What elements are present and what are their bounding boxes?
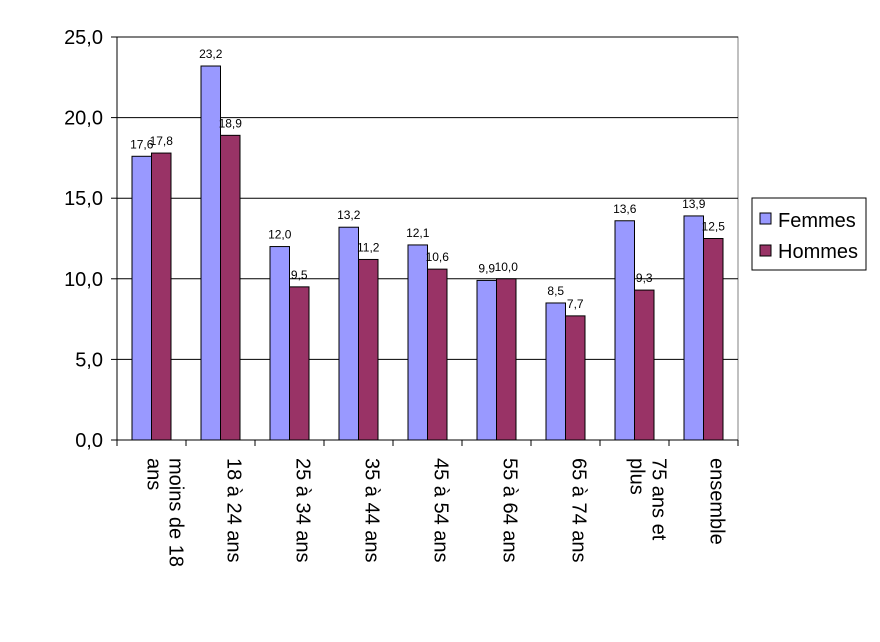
bar-femmes [131, 155, 152, 441]
legend-frame [751, 197, 867, 271]
bar-hommes [151, 152, 172, 441]
data-label-hommes: 18,9 [219, 116, 243, 130]
data-label-femmes: 13,9 [682, 197, 706, 211]
bar-hommes [634, 289, 655, 441]
bar-hommes [427, 268, 448, 441]
x-category-label: plus [626, 458, 648, 495]
x-category-label: ans [143, 458, 165, 490]
bar-hommes [220, 134, 241, 441]
legend-label-hommes: Hommes [778, 241, 858, 263]
data-label-femmes: 17,6 [130, 137, 154, 151]
bar-femmes [269, 246, 290, 441]
bar-hommes [496, 278, 517, 441]
data-label-hommes: 12,5 [702, 220, 726, 234]
data-label-hommes: 10,0 [495, 260, 519, 274]
bar-hommes [358, 258, 379, 441]
y-tick-label: 5,0 [75, 349, 103, 371]
data-label-femmes: 8,5 [547, 284, 564, 298]
data-label-femmes: 12,1 [406, 226, 430, 240]
data-label-hommes: 10,6 [426, 250, 450, 264]
data-label-femmes: 13,2 [337, 208, 361, 222]
x-category-label: ensemble [706, 458, 728, 545]
legend: Femmes Hommes [751, 197, 867, 271]
bar-femmes [407, 244, 428, 441]
y-tick-label: 25,0 [64, 27, 103, 49]
data-label-femmes: 23,2 [199, 47, 223, 61]
bar-hommes [289, 286, 310, 441]
y-tick-label: 0,0 [75, 430, 103, 452]
x-category-label: 55 à 64 ans [499, 458, 521, 563]
x-category-label: moins de 18 [165, 458, 187, 567]
data-label-hommes: 9,5 [291, 268, 308, 282]
x-category-label: 35 à 44 ans [361, 458, 383, 563]
x-category-label: 25 à 34 ans [292, 458, 314, 563]
y-tick-label: 15,0 [64, 188, 103, 210]
axes [111, 36, 739, 446]
bar-femmes [614, 220, 635, 441]
bars [131, 65, 724, 441]
data-label-hommes: 9,3 [636, 271, 653, 285]
x-category-label: 45 à 54 ans [430, 458, 452, 563]
y-tick-label: 10,0 [64, 269, 103, 291]
data-label-hommes: 17,8 [150, 134, 174, 148]
x-category-label: 75 ans et [648, 458, 670, 541]
bar-femmes [476, 279, 497, 441]
y-tick-label: 20,0 [64, 108, 103, 130]
bar-femmes [683, 215, 704, 441]
bar-femmes [545, 302, 566, 441]
legend-swatch-femmes [759, 212, 772, 225]
bar-hommes [565, 315, 586, 441]
legend-swatch-hommes [759, 244, 772, 257]
x-category-label: 65 à 74 ans [568, 458, 590, 563]
x-category-label: 18 à 24 ans [223, 458, 245, 563]
bar-femmes [200, 65, 221, 441]
data-label-femmes: 12,0 [268, 228, 292, 242]
y-axis-tick-labels: 0,0 5,0 10,0 15,0 20,0 25,0 [64, 27, 103, 452]
data-label-hommes: 11,2 [357, 240, 380, 254]
bar-hommes [703, 238, 724, 441]
data-label-femmes: 9,9 [478, 261, 495, 275]
data-labels: 17,6 23,2 12,0 13,2 12,1 9,9 8,5 13,6 13,9 17,8 18… [130, 47, 725, 311]
data-label-femmes: 13,6 [613, 202, 637, 216]
legend-label-femmes: Femmes [778, 210, 856, 232]
bar-femmes [338, 226, 359, 441]
data-label-hommes: 7,7 [567, 297, 584, 311]
